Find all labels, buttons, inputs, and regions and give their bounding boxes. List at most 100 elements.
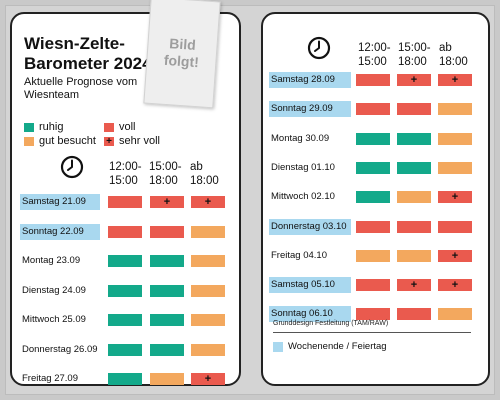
forecast-cell-gut-besucht — [191, 255, 225, 267]
legend-swatch-gut-besucht — [24, 136, 34, 146]
schedule-row: Donnerstag 03.10 — [269, 218, 472, 235]
forecast-cell-sehr-voll: + — [397, 74, 431, 86]
legend-item-voll: voll — [104, 121, 136, 133]
legend-label-sehr-voll: sehr voll — [119, 135, 160, 147]
forecast-cell-gut-besucht — [397, 191, 431, 204]
footer-divider — [273, 332, 471, 333]
forecast-cell-voll — [356, 103, 390, 116]
time-slot-header-2: 15:00- 18:00 — [149, 161, 182, 187]
legend-item-ruhig: ruhig — [24, 121, 63, 133]
schedule-row: Sonntag 29.09 — [269, 101, 472, 118]
forecast-cell-sehr-voll: + — [191, 373, 225, 385]
forecast-cell-voll — [356, 308, 390, 321]
legend-label-gut-besucht: gut besucht — [39, 135, 96, 147]
forecast-cell-voll — [108, 225, 142, 238]
legend-swatch-voll — [104, 122, 114, 132]
forecast-cell-gut-besucht — [438, 103, 472, 116]
forecast-cell-gut-besucht — [356, 249, 390, 262]
day-label-weekend: Samstag 05.10 — [269, 277, 351, 294]
day-label: Montag 30.09 — [271, 132, 330, 144]
time-slot-header-1: 12:00- 15:00 — [358, 42, 391, 68]
schedule-row: Samstag 05.10 + + — [269, 277, 472, 294]
time-slot-header-3: ab 18:00 — [439, 42, 468, 68]
day-label-weekend: Samstag 28.09 — [269, 72, 351, 88]
clock-icon — [60, 155, 84, 179]
forecast-cell-voll — [397, 308, 431, 321]
time-slot-header-3: ab 18:00 — [190, 161, 219, 187]
day-label: Freitag 04.10 — [271, 249, 327, 261]
forecast-cell-gut-besucht — [438, 132, 472, 145]
footer-legend: Wochenende / Feiertag — [273, 341, 387, 352]
footer-note: Grunddesign Festleitung (TAM/RAW) — [273, 320, 389, 327]
schedule-row: Montag 23.09 — [20, 253, 225, 269]
schedule-row: Freitag 04.10 + — [269, 248, 472, 264]
weekend-swatch — [273, 341, 283, 352]
schedule-row: Sonntag 06.10 — [269, 306, 472, 323]
subtitle: Aktuelle Prognose vom Wiesnteam — [24, 76, 138, 101]
forecast-cell-ruhig — [356, 132, 390, 145]
forecast-cell-voll — [356, 279, 390, 292]
schedule-row: Samstag 21.09 + + — [20, 194, 225, 210]
schedule-row: Dienstag 24.09 — [20, 283, 225, 299]
forecast-cell-sehr-voll: + — [150, 196, 184, 208]
photo-placeholder-text: Bild folgt! — [163, 34, 200, 70]
schedule-row: Donnerstag 26.09 — [20, 342, 225, 358]
legend-label-ruhig: ruhig — [39, 121, 64, 133]
schedule-row: Freitag 27.09 + — [20, 371, 225, 387]
schedule-row: Montag 30.09 — [269, 131, 472, 147]
forecast-cell-ruhig — [150, 314, 184, 326]
forecast-cell-gut-besucht — [438, 308, 472, 321]
time-slot-header-1: 12:00- 15:00 — [109, 161, 142, 187]
legend-label-voll: voll — [119, 121, 136, 133]
forecast-cell-sehr-voll: + — [438, 74, 472, 86]
day-label: Dienstag 24.09 — [22, 284, 86, 296]
forecast-cell-voll — [150, 225, 184, 238]
forecast-cell-ruhig — [150, 284, 184, 297]
forecast-cell-gut-besucht — [438, 161, 472, 174]
forecast-cell-voll — [397, 220, 431, 233]
footer-legend-label: Wochenende / Feiertag — [288, 341, 387, 352]
forecast-cell-ruhig — [356, 161, 390, 174]
page-title: Wiesn-Zelte- Barometer 2024 — [24, 34, 174, 74]
forecast-cell-sehr-voll: + — [438, 279, 472, 292]
day-label: Freitag 27.09 — [22, 373, 78, 384]
day-label: Donnerstag 26.09 — [22, 343, 98, 355]
forecast-cell-ruhig — [108, 343, 142, 356]
legend-item-sehr-voll: + sehr voll — [104, 135, 160, 147]
legend-swatch-ruhig — [24, 122, 34, 132]
forecast-cell-sehr-voll: + — [397, 279, 431, 292]
forecast-cell-sehr-voll: + — [191, 196, 225, 208]
forecast-cell-gut-besucht — [150, 373, 184, 385]
barometer-card-right: 12:00- 15:00 15:00- 18:00 ab 18:00 Samst… — [261, 12, 490, 386]
forecast-cell-ruhig — [150, 255, 184, 267]
schedule-row: Dienstag 01.10 — [269, 160, 472, 176]
forecast-cell-voll — [356, 220, 390, 233]
photo-placeholder: Bild folgt! — [143, 0, 221, 109]
clock-icon — [307, 36, 331, 60]
title-text: Wiesn-Zelte- Barometer 2024 — [24, 34, 152, 73]
day-label: Mittwoch 25.09 — [22, 314, 86, 325]
forecast-cell-voll — [438, 220, 472, 233]
day-label-weekend: Donnerstag 03.10 — [269, 218, 351, 235]
forecast-cell-gut-besucht — [191, 343, 225, 356]
day-label-weekend: Samstag 21.09 — [20, 194, 100, 210]
day-label-weekend: Sonntag 29.09 — [269, 101, 351, 118]
day-label-weekend: Sonntag 06.10 — [269, 306, 351, 323]
time-slot-header-2: 15:00- 18:00 — [398, 42, 431, 68]
forecast-cell-ruhig — [397, 132, 431, 145]
legend-swatch-sehr-voll: + — [104, 136, 114, 146]
forecast-cell-gut-besucht — [191, 284, 225, 297]
day-label-weekend: Sonntag 22.09 — [20, 223, 100, 240]
day-label: Montag 23.09 — [22, 255, 81, 266]
forecast-cell-sehr-voll: + — [438, 249, 472, 262]
schedule-row: Sonntag 22.09 — [20, 223, 225, 240]
forecast-cell-sehr-voll: + — [438, 191, 472, 204]
legend-item-gut-besucht: gut besucht — [24, 135, 96, 147]
forecast-cell-ruhig — [108, 314, 142, 326]
forecast-cell-voll — [397, 103, 431, 116]
forecast-cell-ruhig — [397, 161, 431, 174]
forecast-cell-voll — [356, 74, 390, 86]
forecast-cell-ruhig — [356, 191, 390, 204]
schedule-row: Samstag 28.09 + + — [269, 72, 472, 88]
forecast-cell-ruhig — [108, 255, 142, 267]
